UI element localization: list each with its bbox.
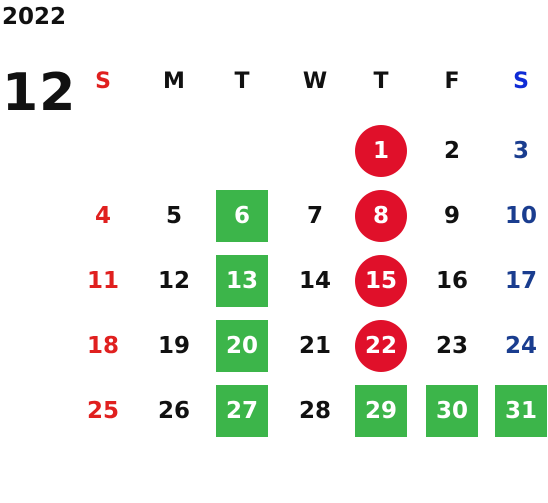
day-16[interactable]: 16 (435, 268, 468, 294)
weekday-header-sunday: S (95, 68, 111, 94)
weekday-header-tuesday: T (234, 68, 250, 94)
day-7[interactable]: 7 (306, 203, 323, 229)
day-3[interactable]: 3 (512, 138, 529, 164)
day-19[interactable]: 19 (157, 333, 190, 359)
month-label: 12 (2, 63, 77, 123)
day-20[interactable]: 20 (216, 320, 268, 372)
day-28[interactable]: 28 (298, 398, 331, 424)
weekday-header-thursday: T (373, 68, 389, 94)
day-8[interactable]: 8 (355, 190, 407, 242)
day-10[interactable]: 10 (504, 203, 537, 229)
day-27[interactable]: 27 (216, 385, 268, 437)
day-29[interactable]: 29 (355, 385, 407, 437)
day-1[interactable]: 1 (355, 125, 407, 177)
day-31[interactable]: 31 (495, 385, 547, 437)
day-11[interactable]: 11 (86, 268, 119, 294)
day-22[interactable]: 22 (355, 320, 407, 372)
day-13[interactable]: 13 (216, 255, 268, 307)
day-18[interactable]: 18 (86, 333, 119, 359)
year-label: 2022 (2, 4, 67, 30)
day-26[interactable]: 26 (157, 398, 190, 424)
weekday-header-saturday: S (513, 68, 529, 94)
weekday-header-friday: F (444, 68, 460, 94)
day-15[interactable]: 15 (355, 255, 407, 307)
weekday-header-monday: M (163, 68, 185, 94)
day-4[interactable]: 4 (94, 203, 111, 229)
day-25[interactable]: 25 (86, 398, 119, 424)
day-5[interactable]: 5 (165, 203, 182, 229)
day-12[interactable]: 12 (157, 268, 190, 294)
day-17[interactable]: 17 (504, 268, 537, 294)
day-14[interactable]: 14 (298, 268, 331, 294)
day-24[interactable]: 24 (504, 333, 537, 359)
weekday-header-wednesday: W (302, 68, 328, 94)
day-6[interactable]: 6 (216, 190, 268, 242)
day-21[interactable]: 21 (298, 333, 331, 359)
day-9[interactable]: 9 (443, 203, 460, 229)
day-23[interactable]: 23 (435, 333, 468, 359)
day-2[interactable]: 2 (443, 138, 460, 164)
day-30[interactable]: 30 (426, 385, 478, 437)
